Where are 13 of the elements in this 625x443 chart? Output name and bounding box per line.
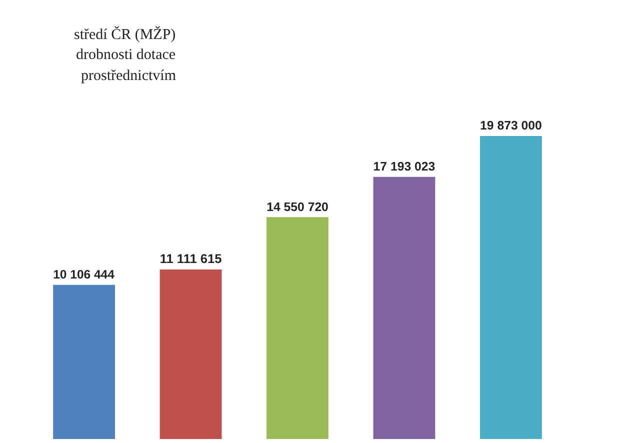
text: drobnosti dotace [76, 47, 176, 63]
data-label: 19 873 000 [480, 118, 542, 133]
bar [480, 136, 542, 439]
data-label: 17 193 023 [373, 160, 436, 174]
bar [160, 270, 222, 439]
text: středí ČR (MŽP) [74, 26, 176, 43]
data-label: 11 111 615 [160, 251, 222, 266]
bar [373, 176, 436, 439]
data-label: 10 106 444 [53, 268, 115, 282]
text: prostřednictvím [81, 68, 176, 84]
bar [53, 284, 115, 439]
bar [266, 217, 328, 439]
data-label: 14 550 720 [266, 200, 329, 214]
